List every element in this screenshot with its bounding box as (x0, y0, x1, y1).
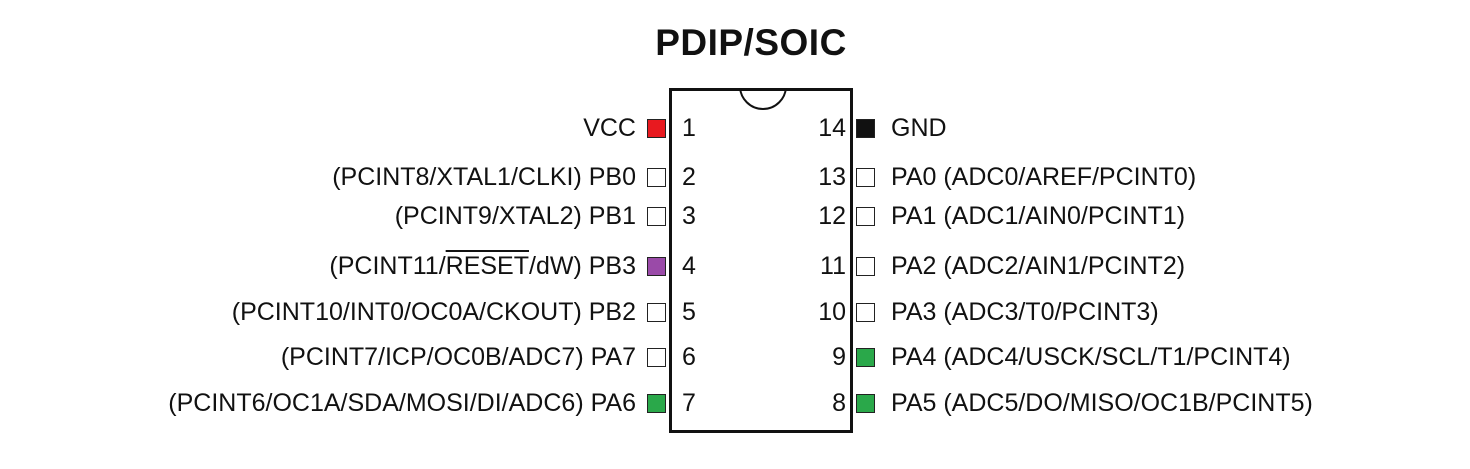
left-pin-label: (PCINT8/XTAL1/CLKI) PB0 (332, 163, 636, 191)
left-pin-label: (PCINT10/INT0/OC0A/CKOUT) PB2 (231, 298, 636, 326)
right-pin-label: GND (891, 114, 947, 142)
left-pin-label: (PCINT11/RESET/dW) PB3 (329, 252, 636, 280)
package-title: PDIP/SOIC (655, 22, 847, 63)
pin-pad (647, 257, 666, 276)
left-pin-number: 6 (682, 343, 696, 371)
right-pin-label: PA0 (ADC0/AREF/PCINT0) (891, 163, 1197, 191)
pin1-notch (739, 88, 787, 112)
pin-pad (647, 394, 666, 413)
pin-pad (647, 168, 666, 187)
chip-body (669, 88, 853, 433)
pin-pad (647, 348, 666, 367)
right-pin-number: 10 (818, 298, 846, 326)
right-pin-label: PA3 (ADC3/T0/PCINT3) (891, 298, 1159, 326)
right-pin-number: 14 (818, 114, 846, 142)
left-pin-label: (PCINT6/OC1A/SDA/MOSI/DI/ADC6) PA6 (168, 389, 636, 417)
right-pin-number: 9 (832, 343, 846, 371)
left-pin-label: (PCINT7/ICP/OC0B/ADC7) PA7 (280, 343, 636, 371)
left-pin-number: 4 (682, 252, 696, 280)
right-pin-label: PA4 (ADC4/USCK/SCL/T1/PCINT4) (891, 343, 1291, 371)
pin-pad (647, 303, 666, 322)
left-pin-number: 7 (682, 389, 696, 417)
pin-pad (647, 119, 666, 138)
right-pin-number: 8 (832, 389, 846, 417)
right-pin-label: PA1 (ADC1/AIN0/PCINT1) (891, 202, 1186, 230)
pin-pad (856, 207, 875, 226)
left-pin-label: (PCINT9/XTAL2) PB1 (394, 202, 636, 230)
left-pin-label: VCC (583, 114, 636, 142)
pin-pad (856, 394, 875, 413)
pin-pad (856, 168, 875, 187)
right-pin-number: 13 (818, 163, 846, 191)
left-pin-number: 1 (682, 114, 696, 142)
pin-pad (856, 348, 875, 367)
right-pin-label: PA2 (ADC2/AIN1/PCINT2) (891, 252, 1186, 280)
left-pin-number: 5 (682, 298, 696, 326)
pin-pad (856, 257, 875, 276)
left-pin-number: 2 (682, 163, 696, 191)
right-pin-number: 12 (818, 202, 846, 230)
right-pin-number: 11 (820, 252, 846, 280)
left-pin-number: 3 (682, 202, 696, 230)
pin-pad (856, 303, 875, 322)
right-pin-label: PA5 (ADC5/DO/MISO/OC1B/PCINT5) (891, 389, 1313, 417)
pin-pad (856, 119, 875, 138)
pin-pad (647, 207, 666, 226)
